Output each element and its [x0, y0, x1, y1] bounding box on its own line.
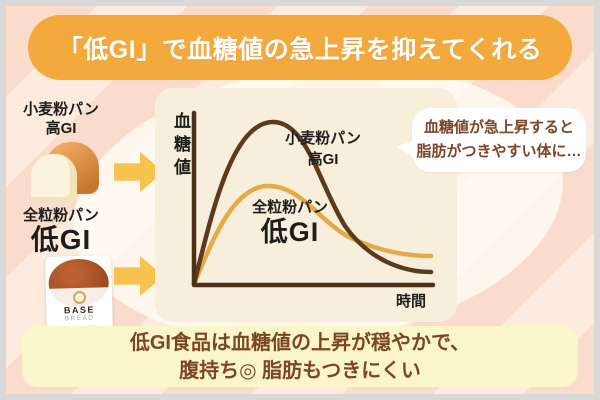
wheat-bread-label: 小麦粉パン 高GI — [6, 100, 116, 138]
footer-text-line1: 低GI食品は血糖値の上昇が穏やかで、 — [129, 331, 471, 354]
bubble-text-line1: 血糖値が急上昇すると — [423, 119, 574, 136]
white-bread-loaf-icon — [31, 142, 99, 202]
wholegrain-bread-gi: 低GI — [30, 224, 92, 255]
high-gi-curve — [191, 119, 434, 287]
wheat-bread-name: 小麦粉パン — [23, 101, 99, 118]
speech-bubble: 血糖値が急上昇すると 脂肪がつきやすい体に… — [397, 108, 586, 172]
high-gi-series-label: 小麦粉パン 高GI — [285, 130, 361, 168]
glucose-chart — [191, 110, 436, 288]
wholegrain-bread-name: 全粒粉パン — [23, 207, 99, 224]
page-title: 「低GI」で血糖値の急上昇を抑えてくれる — [57, 35, 543, 64]
x-axis-label: 時間 — [395, 293, 426, 310]
footer-note: 低GI食品は血糖値の上昇が穏やかで、 腹持ち◎ 脂肪もつきにくい — [22, 326, 578, 387]
brand-name-line2: BREAD — [64, 314, 95, 323]
chart-axes — [191, 110, 436, 288]
header-banner: 「低GI」で血糖値の急上昇を抑えてくれる — [28, 15, 572, 80]
base-bread-package-image: BASE BREAD — [44, 255, 114, 335]
low-gi-series-label: 全粒粉パン 低GI — [252, 199, 328, 247]
low-gi-curve — [191, 183, 434, 287]
wholegrain-bread-label: 全粒粉パン 低GI — [6, 206, 116, 255]
wheat-bread-gi: 高GI — [45, 120, 77, 137]
bubble-text-line2: 脂肪がつきやすい体に… — [416, 143, 582, 160]
y-axis-label: 血糖値 — [171, 112, 190, 181]
brand-logo-icon — [72, 290, 86, 305]
infographic-canvas: 「低GI」で血糖値の急上昇を抑えてくれる 小麦粉パン 高GI 全粒粉パン 低GI… — [6, 6, 594, 394]
footer-text-line2: 腹持ち◎ 脂肪もつきにくい — [179, 359, 421, 382]
glucose-chart-panel: 血糖値 小麦粉パン 高GI 全粒粉パン 低GI 時間 — [155, 88, 457, 322]
speech-bubble-tail — [397, 140, 415, 158]
